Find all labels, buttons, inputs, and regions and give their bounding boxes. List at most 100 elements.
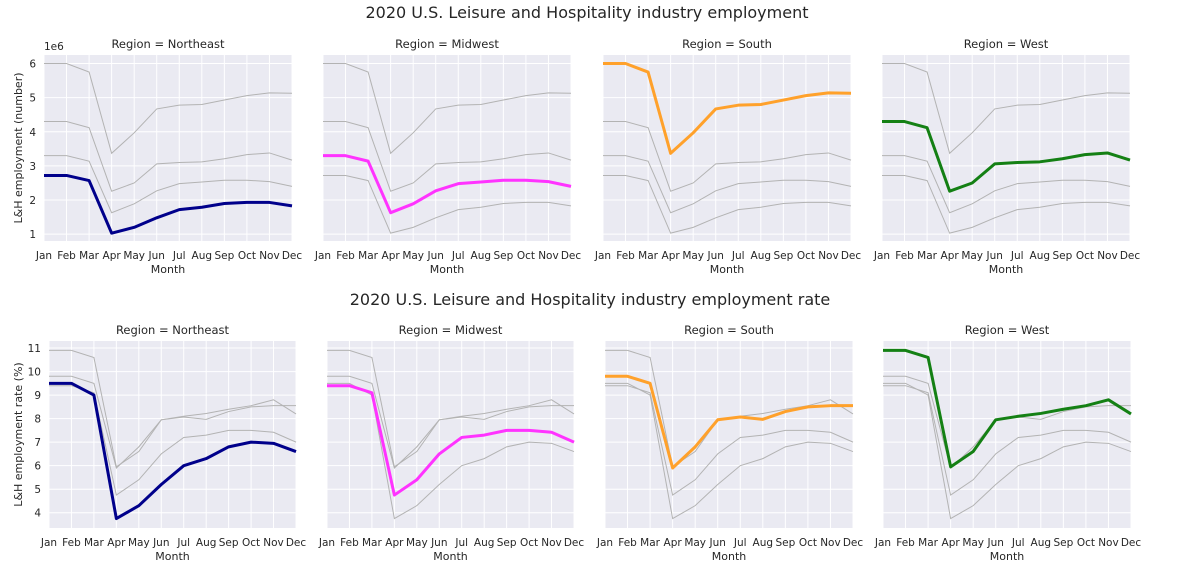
- panel-title: Region = West: [964, 37, 1049, 51]
- series-line-midwest-highlight: [327, 384, 575, 497]
- x-tick-label: Sep: [773, 250, 793, 262]
- panel-background: [323, 55, 571, 241]
- x-tick-label: Feb: [340, 537, 359, 549]
- y-tick-label: 4: [34, 508, 41, 520]
- x-tick-label: May: [961, 250, 983, 262]
- x-tick-label: Apr: [942, 537, 961, 549]
- x-tick-label: Dec: [286, 537, 307, 549]
- panel-background: [327, 341, 574, 528]
- y-tick-label: 4: [29, 127, 36, 139]
- x-axis-label: Month: [712, 550, 747, 563]
- x-tick-label: Nov: [541, 537, 562, 549]
- x-axis-label: Month: [155, 550, 190, 563]
- x-tick-label: Mar: [917, 250, 937, 262]
- panel-background: [44, 55, 292, 241]
- series-line-northeast-background: [882, 174, 1131, 234]
- series-line-west-highlight: [883, 348, 1132, 469]
- chart-row-2: 2020 U.S. Leisure and Hospitality indust…: [12, 290, 1141, 563]
- series-line-west-background: [49, 349, 297, 468]
- x-tick-label: Apr: [385, 537, 404, 549]
- series-line-northeast-background: [605, 382, 854, 520]
- y-tick-label: 7: [34, 437, 41, 449]
- x-tick-label: Sep: [1053, 537, 1073, 549]
- x-tick-label: Mar: [362, 537, 382, 549]
- panel-northeast: Region = Northeast Jan Feb Mar Apr May Jun Jul A…: [29, 37, 302, 276]
- x-tick-label: Sep: [493, 250, 513, 262]
- x-tick-label: Jun: [430, 537, 447, 549]
- panel-title: Region = Northeast: [116, 323, 230, 337]
- x-tick-label: Jun: [986, 250, 1003, 262]
- y-tick-label: 11: [28, 343, 41, 355]
- x-tick-label: Aug: [474, 537, 495, 549]
- x-tick-label: May: [682, 250, 704, 262]
- x-tick-label: May: [123, 250, 145, 262]
- x-tick-label: Apr: [662, 250, 681, 262]
- series-line-northeast-background: [603, 174, 852, 234]
- x-tick-label: Sep: [214, 250, 234, 262]
- x-tick-label: Oct: [799, 537, 817, 549]
- x-tick-label: May: [962, 537, 984, 549]
- x-tick-label: Jan: [314, 250, 331, 262]
- panel-west: Region = West Jan Feb Mar Apr May Jun Jul Aug Sep…: [873, 37, 1140, 276]
- x-tick-label: Jan: [873, 250, 890, 262]
- y-axis-label: L&H employment (number): [12, 72, 25, 223]
- panel-south: Region = South Jan Feb Mar Apr May Jun Jul Aug Se…: [596, 323, 863, 563]
- x-tick-label: Apr: [941, 250, 960, 262]
- x-tick-label: Oct: [238, 250, 256, 262]
- x-tick-label: Dec: [1121, 537, 1142, 549]
- x-tick-label: Jul: [1010, 250, 1024, 262]
- x-tick-label: Aug: [753, 537, 774, 549]
- y-tick-label: 6: [29, 59, 36, 71]
- figure: 2020 U.S. Leisure and Hospitality indust…: [12, 3, 1141, 563]
- series-line-west-background: [603, 121, 852, 192]
- x-tick-label: Oct: [1076, 250, 1094, 262]
- x-tick-label: Mar: [640, 537, 660, 549]
- y-axis-label: L&H employment rate (%): [12, 362, 25, 506]
- x-tick-label: Jan: [596, 537, 613, 549]
- panel-south: Region = South Jan Feb Mar Apr May Jun Jul Aug Se…: [594, 37, 861, 276]
- series-line-west-background: [323, 121, 572, 192]
- x-tick-label: Jun: [709, 537, 726, 549]
- series-line-midwest-background: [605, 385, 854, 496]
- x-axis-label: Month: [433, 550, 468, 563]
- x-axis-label: Month: [430, 263, 465, 276]
- x-tick-label: Aug: [1030, 250, 1051, 262]
- x-tick-label: May: [128, 537, 150, 549]
- x-tick-label: Jul: [1011, 537, 1025, 549]
- x-tick-label: Dec: [282, 250, 303, 262]
- y-tick-label: 8: [34, 414, 41, 426]
- x-tick-label: Mar: [358, 250, 378, 262]
- panel-west: Region = West Jan Feb Mar Apr May Jun Jul Aug Sep…: [874, 323, 1141, 563]
- x-tick-label: Aug: [192, 250, 213, 262]
- series-line-midwest-background: [882, 155, 1131, 214]
- y-tick-label: 6: [34, 461, 41, 473]
- x-tick-label: Jan: [318, 537, 335, 549]
- x-tick-label: Jan: [35, 250, 52, 262]
- x-tick-label: Dec: [564, 537, 585, 549]
- x-tick-label: Mar: [79, 250, 99, 262]
- series-line-northeast-highlight: [49, 381, 297, 521]
- x-tick-label: Jan: [40, 537, 57, 549]
- panel-background: [49, 341, 296, 528]
- panel-title: Region = West: [965, 323, 1050, 337]
- x-tick-label: Nov: [820, 537, 841, 549]
- x-tick-label: Jun: [707, 250, 724, 262]
- x-tick-label: Jun: [427, 250, 444, 262]
- x-tick-label: Feb: [618, 537, 637, 549]
- panel-title: Region = Midwest: [395, 37, 499, 51]
- series-line-northeast-highlight: [44, 173, 293, 235]
- x-tick-label: Dec: [561, 250, 582, 262]
- x-tick-label: Jul: [733, 537, 747, 549]
- x-tick-label: Nov: [818, 250, 839, 262]
- x-tick-label: Mar: [84, 537, 104, 549]
- x-tick-label: Jul: [172, 250, 186, 262]
- x-tick-label: Oct: [242, 537, 260, 549]
- x-axis-label: Month: [151, 263, 186, 276]
- x-tick-label: Apr: [103, 250, 122, 262]
- y-tick-label: 10: [28, 367, 41, 379]
- series-line-northeast-background: [323, 174, 572, 234]
- series-line-south-background: [882, 63, 1131, 155]
- series-line-south-background: [44, 63, 293, 155]
